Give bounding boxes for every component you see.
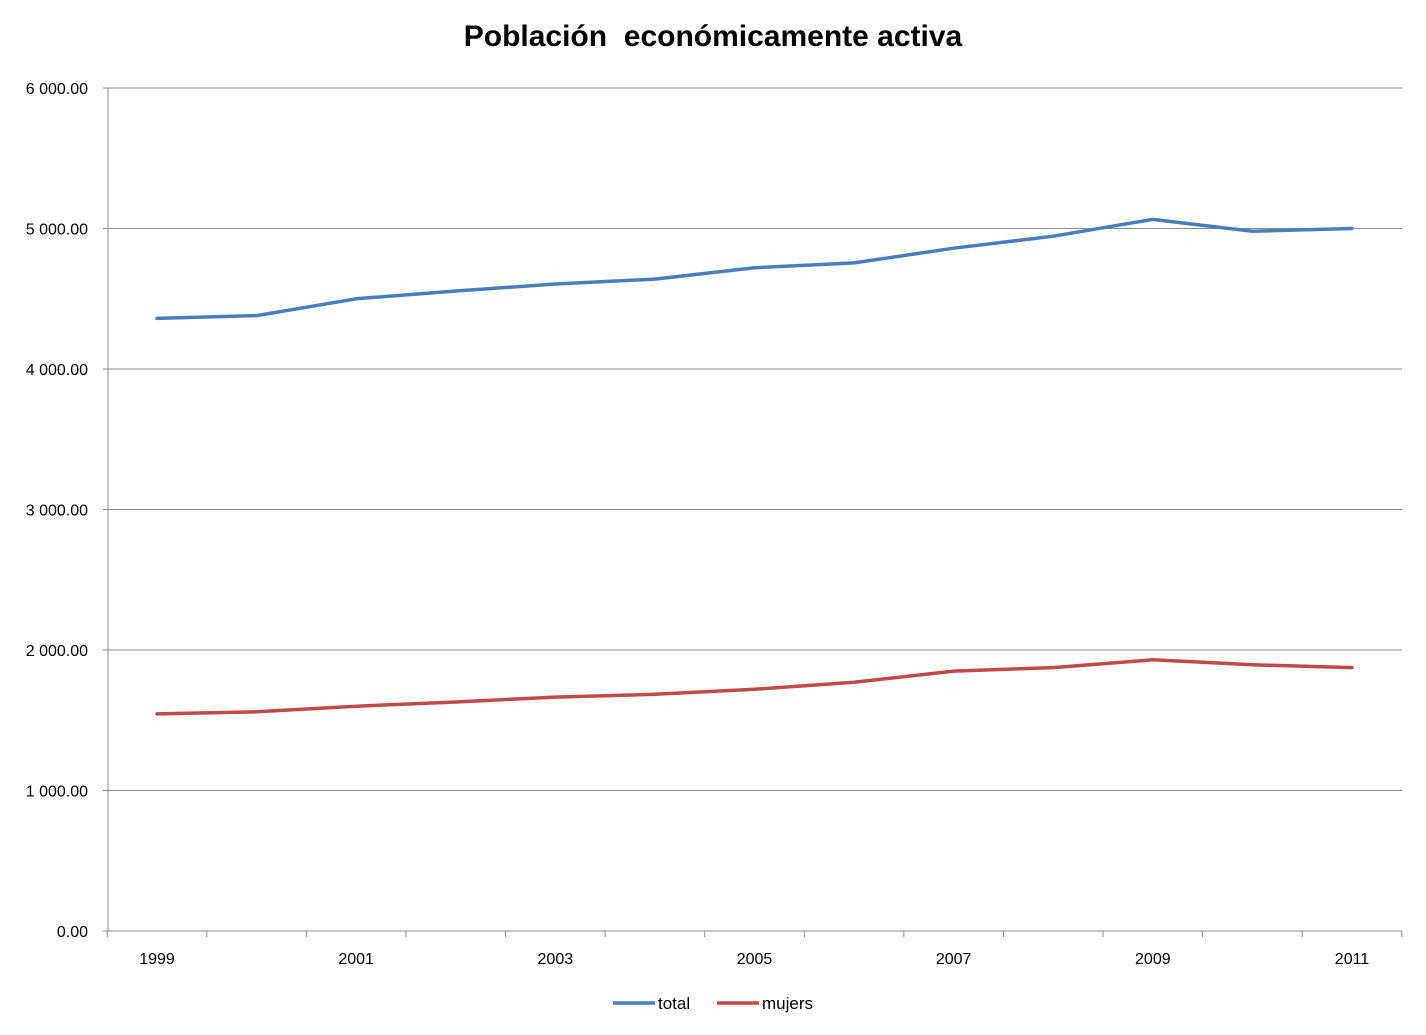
y-tick-label: 4 000.00 [26,362,88,379]
y-tick-label: 1 000.00 [26,784,88,801]
y-tick-label: 6 000.00 [26,81,88,98]
series-line-mujers [155,658,1354,716]
y-tick-label: 2 000.00 [26,643,88,660]
chart-title: Población económicamente activa [463,20,963,53]
x-tick-label: 2001 [338,951,374,968]
legend-label-total: total [658,994,690,1013]
x-tick-label: 2009 [1135,951,1171,968]
y-tick-label: 5 000.00 [26,222,88,239]
series-line-total [155,217,1354,321]
legend-label-mujers: mujers [762,994,813,1013]
y-tick-label: 3 000.00 [26,503,88,520]
x-tick-label: 2011 [1335,951,1370,968]
x-tick-label: 2005 [737,951,773,968]
gridlines [108,87,1402,791]
series-lines [155,217,1354,716]
y-tick-label: 0.00 [57,924,88,941]
axes [103,87,1403,937]
y-axis-tick-labels: 0.00 1 000.00 2 000.00 3 000.00 4 000.00 5 00… [26,81,88,941]
legend: total mujers [613,994,813,1013]
x-tick-label: 2003 [538,951,574,968]
x-tick-label: 1999 [139,951,175,968]
x-tick-label: 2007 [936,951,972,968]
x-axis-tick-labels: 1999 2001 2003 2005 2007 2009 2011 [139,951,1369,968]
